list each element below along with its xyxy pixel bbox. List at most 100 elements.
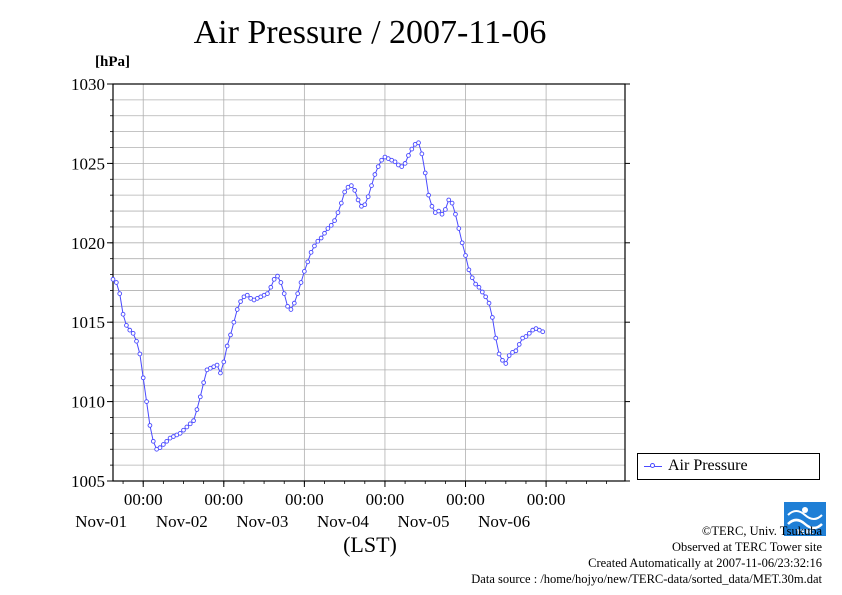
data-point — [443, 207, 448, 212]
data-point — [476, 284, 482, 290]
data-point — [164, 438, 170, 444]
data-point — [375, 164, 381, 169]
data-point — [291, 300, 297, 306]
x-tick-time-label: 00:00 — [204, 490, 243, 509]
data-point — [318, 235, 324, 241]
data-point — [191, 418, 196, 424]
data-point — [342, 189, 348, 195]
data-point — [493, 335, 499, 341]
data-point — [513, 348, 519, 354]
data-point — [124, 323, 129, 328]
data-point — [184, 424, 190, 430]
data-point — [295, 291, 301, 296]
data-point — [416, 140, 421, 146]
data-point — [197, 394, 203, 400]
logo-text: TERC — [796, 529, 814, 536]
y-tick-label: 1025 — [71, 154, 105, 173]
data-point — [422, 170, 428, 176]
legend-label: Air Pressure — [668, 457, 748, 474]
data-point — [392, 159, 398, 165]
data-point — [349, 183, 354, 188]
data-point — [439, 211, 445, 217]
terc-logo-icon: TERC — [784, 502, 826, 536]
data-point — [275, 273, 280, 279]
x-tick-time-label: 00:00 — [527, 490, 566, 509]
data-point — [120, 311, 126, 317]
data-point — [312, 243, 317, 249]
x-tick-time-label: 00:00 — [446, 490, 485, 509]
data-point — [315, 238, 321, 244]
data-point — [446, 197, 452, 203]
data-point — [144, 399, 149, 404]
x-tick-date-label: Nov-05 — [398, 512, 450, 531]
data-point — [187, 421, 193, 427]
y-tick-label: 1010 — [71, 393, 105, 412]
data-point — [379, 157, 384, 163]
y-tick-label: 1020 — [71, 234, 105, 253]
chart-title: Air Pressure / 2007-11-06 — [193, 14, 547, 51]
data-point — [352, 188, 358, 193]
data-point — [302, 269, 307, 274]
data-point — [486, 300, 492, 306]
data-point — [322, 230, 327, 236]
plot-frame — [112, 83, 626, 482]
data-point — [463, 253, 468, 258]
data-point — [201, 380, 206, 385]
data-point — [429, 203, 435, 209]
series-line-air-pressure — [112, 142, 543, 450]
x-tick-date-label: Nov-04 — [317, 512, 369, 531]
data-point — [308, 249, 314, 255]
data-point — [362, 202, 368, 208]
data-point — [372, 172, 378, 177]
data-point — [177, 431, 183, 436]
data-point — [449, 200, 455, 206]
legend-marker-icon — [650, 463, 655, 468]
data-point — [338, 200, 344, 206]
data-point — [298, 280, 304, 285]
data-point — [228, 332, 233, 338]
data-point — [402, 161, 408, 166]
data-point — [456, 226, 462, 231]
data-point — [459, 240, 465, 246]
data-point — [218, 370, 223, 376]
data-point — [271, 276, 277, 282]
data-point — [281, 291, 287, 296]
data-point — [419, 151, 425, 157]
data-point — [516, 342, 522, 347]
y-tick-label: 1015 — [71, 313, 105, 332]
data-point — [127, 327, 133, 333]
data-point — [369, 183, 374, 188]
data-point — [473, 281, 478, 287]
legend: Air Pressure — [637, 453, 820, 480]
data-point — [506, 353, 512, 358]
data-point — [500, 357, 505, 363]
y-tick-label: 1005 — [71, 472, 105, 491]
data-point — [147, 423, 153, 428]
x-tick-time-label: 00:00 — [366, 490, 405, 509]
data-point — [110, 276, 116, 282]
data-point — [409, 146, 415, 152]
data-point — [134, 338, 139, 344]
data-point — [426, 192, 431, 198]
data-point — [288, 307, 294, 312]
data-point — [325, 226, 331, 231]
data-point — [483, 294, 489, 300]
source-text: Data source : /home/hojyo/new/TERC-data/… — [471, 572, 822, 586]
x-tick-date-label: Nov-01 — [75, 512, 127, 531]
data-point — [130, 330, 136, 336]
data-point — [469, 275, 475, 281]
data-point — [157, 445, 163, 451]
data-point — [523, 334, 529, 339]
data-point — [244, 292, 250, 298]
data-point — [214, 362, 220, 368]
data-point — [453, 211, 458, 217]
x-tick-time-label: 00:00 — [285, 490, 324, 509]
data-point — [234, 307, 240, 312]
data-point — [436, 208, 442, 214]
data-point — [278, 280, 284, 285]
data-point — [335, 210, 341, 215]
data-point — [490, 315, 495, 320]
data-point — [238, 299, 243, 304]
data-point — [479, 289, 485, 295]
